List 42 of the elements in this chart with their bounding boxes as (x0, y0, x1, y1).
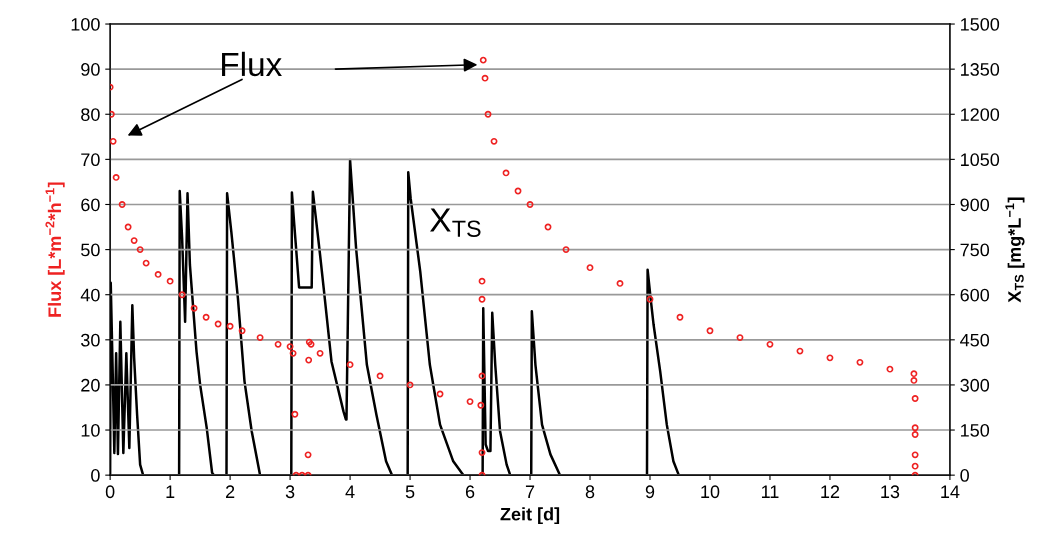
y-tick-label: 10 (81, 423, 100, 437)
y2-tick-label: 1500 (961, 17, 1000, 31)
x-tick-label: 2 (225, 485, 235, 498)
y-axis-title: Flux [L*m$^{−2}$*h$^{−1}$] (45, 182, 65, 317)
y2-tick-label: 900 (960, 198, 990, 212)
y-tick-label: 20 (81, 378, 100, 392)
y2-tick-label: 1350 (961, 63, 1000, 76)
y-tick-label: 0 (91, 469, 100, 482)
x-tick-label: 0 (105, 485, 115, 499)
series-label: X$_{TS}$ (430, 208, 481, 237)
y-tick-label: 70 (81, 153, 100, 167)
x-tick-label: 5 (405, 485, 415, 499)
y2-tick-label: 1050 (961, 153, 1000, 167)
annotation: Flux (222, 51, 282, 77)
y2-tick-label: 1200 (961, 108, 1000, 121)
x-tick-label: 8 (585, 485, 595, 499)
y2-axis-title: X$_{TS}$ [mg*L$^{−1}$] (1005, 197, 1025, 303)
x-tick-label: 10 (701, 485, 720, 499)
y-tick-label: 40 (80, 288, 100, 302)
x-tick-label: 3 (285, 485, 295, 499)
x-tick-label: 13 (881, 485, 900, 499)
x-tick-label: 9 (645, 485, 655, 499)
y2-tick-label: 0 (960, 469, 969, 482)
y-tick-label: 50 (81, 243, 100, 257)
x-tick-label: 11 (761, 485, 779, 498)
y2-tick-label: 150 (961, 423, 990, 437)
x-tick-label: 1 (166, 485, 175, 498)
x-tick-label: 12 (821, 485, 840, 498)
y-tick-label: 100 (71, 17, 100, 31)
x-tick-label: 14 (941, 485, 960, 498)
x-tick-label: 7 (525, 485, 535, 498)
y-tick-label: 60 (81, 198, 100, 212)
x-tick-label: 6 (465, 485, 475, 499)
y-tick-label: 80 (81, 108, 100, 121)
x-tick-label: 4 (345, 485, 355, 498)
y-tick-label: 90 (81, 63, 100, 76)
y2-tick-label: 300 (960, 378, 990, 392)
y2-tick-label: 450 (960, 333, 990, 347)
x-axis-title: Zeit [d] (500, 507, 560, 525)
y2-tick-label: 600 (960, 288, 990, 302)
y2-tick-label: 750 (960, 243, 990, 257)
y-tick-label: 30 (81, 333, 100, 347)
